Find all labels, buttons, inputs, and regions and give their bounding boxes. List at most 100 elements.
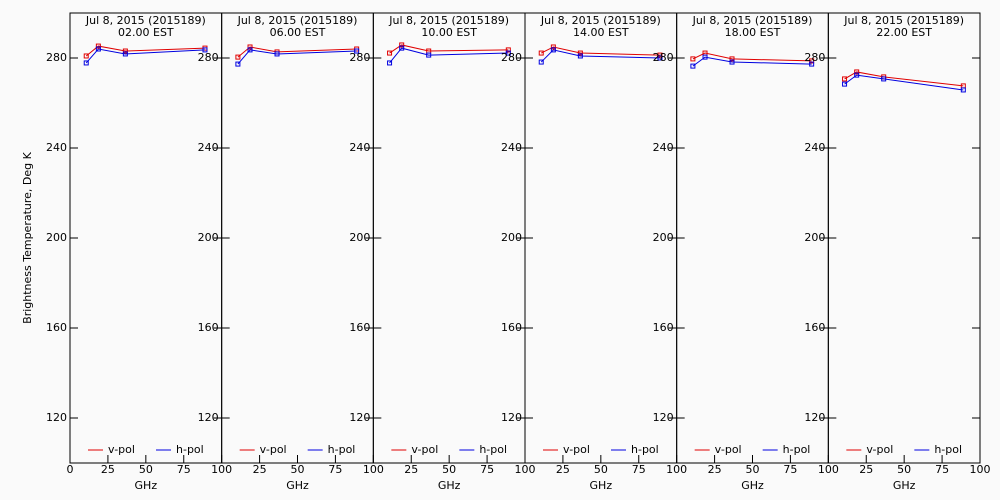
data-point [122,48,128,54]
x-tick-label: 0 [67,463,74,476]
panel-subtitle: 22.00 EST [876,26,932,39]
y-tick-label: 280 [804,51,825,64]
data-point [854,69,860,75]
data-point [387,60,393,66]
x-tick-label: 75 [480,463,494,476]
series-line [85,45,206,57]
series-line [237,46,357,58]
y-tick-label: 120 [198,411,219,424]
panel-subtitle: 02.00 EST [118,26,174,39]
legend-label: h-pol [783,443,811,456]
y-tick-label: 120 [653,411,674,424]
x-axis-label: GHz [893,479,916,492]
series-line [540,49,660,63]
data-point [95,46,101,52]
data-point [235,61,241,67]
data-point [83,53,89,59]
x-tick-label: 100 [363,463,384,476]
x-tick-label: 100 [515,463,536,476]
legend-label: v-pol [260,443,287,456]
y-tick-label: 200 [198,231,219,244]
data-point [809,61,815,67]
data-point [247,44,253,50]
y-tick-label: 160 [501,321,522,334]
data-point [881,76,887,82]
y-tick-label: 240 [46,141,67,154]
y-tick-label: 160 [198,321,219,334]
y-tick-label: 280 [501,51,522,64]
legend-label: h-pol [176,443,204,456]
x-axis-label: GHz [590,479,613,492]
x-tick-label: 75 [935,463,949,476]
x-axis-label: GHz [286,479,309,492]
x-tick-label: 100 [211,463,232,476]
data-point [550,47,556,53]
data-point [354,48,360,54]
y-tick-label: 280 [198,51,219,64]
data-point [387,50,393,56]
y-axis-label: Brightness Temperature, Deg K [21,151,34,323]
data-point [690,56,696,62]
y-tick-label: 240 [653,141,674,154]
y-tick-label: 160 [653,321,674,334]
data-point [577,53,583,59]
data-point [505,47,511,53]
y-tick-label: 200 [804,231,825,244]
series-line [692,52,812,62]
y-tick-label: 240 [349,141,370,154]
series-line [389,47,509,64]
data-point [83,60,89,66]
x-tick-label: 75 [328,463,342,476]
y-tick-label: 200 [349,231,370,244]
data-point [690,63,696,69]
x-tick-label: 25 [253,463,267,476]
series-line [541,46,660,56]
x-tick-label: 50 [291,463,305,476]
y-tick-label: 120 [804,411,825,424]
data-point [842,76,848,82]
x-axis-label: GHz [438,479,461,492]
y-tick-label: 200 [653,231,674,244]
data-point [729,59,735,65]
data-point [235,54,241,60]
x-tick-label: 50 [594,463,608,476]
y-tick-label: 160 [349,321,370,334]
data-point [729,56,735,62]
data-point [550,44,556,50]
legend-label: v-pol [411,443,438,456]
data-point [657,52,663,58]
data-point [960,87,966,93]
legend-label: h-pol [328,443,356,456]
y-tick-label: 240 [198,141,219,154]
data-point [399,45,405,51]
x-tick-label: 25 [101,463,115,476]
y-tick-label: 120 [501,411,522,424]
data-point [538,50,544,56]
data-point [577,50,583,56]
panel-subtitle: 10.00 EST [421,26,477,39]
series-line [389,44,509,54]
data-point [702,54,708,60]
y-tick-label: 280 [46,51,67,64]
y-tick-label: 160 [804,321,825,334]
x-tick-label: 25 [404,463,418,476]
x-tick-label: 50 [897,463,911,476]
y-tick-label: 280 [653,51,674,64]
series-line [844,74,964,91]
x-tick-label: 100 [970,463,991,476]
x-tick-label: 50 [442,463,456,476]
x-axis-label: GHz [741,479,764,492]
panel-subtitle: 06.00 EST [270,26,326,39]
panel-title: Jul 8, 2015 (2015189) [540,14,661,27]
series-line [844,71,964,87]
legend-label: h-pol [479,443,507,456]
data-point [854,72,860,78]
x-tick-label: 50 [746,463,760,476]
panel-title: Jul 8, 2015 (2015189) [843,14,964,27]
legend-label: h-pol [934,443,962,456]
data-point [202,47,208,53]
panel-title: Jul 8, 2015 (2015189) [692,14,813,27]
legend-label: h-pol [631,443,659,456]
